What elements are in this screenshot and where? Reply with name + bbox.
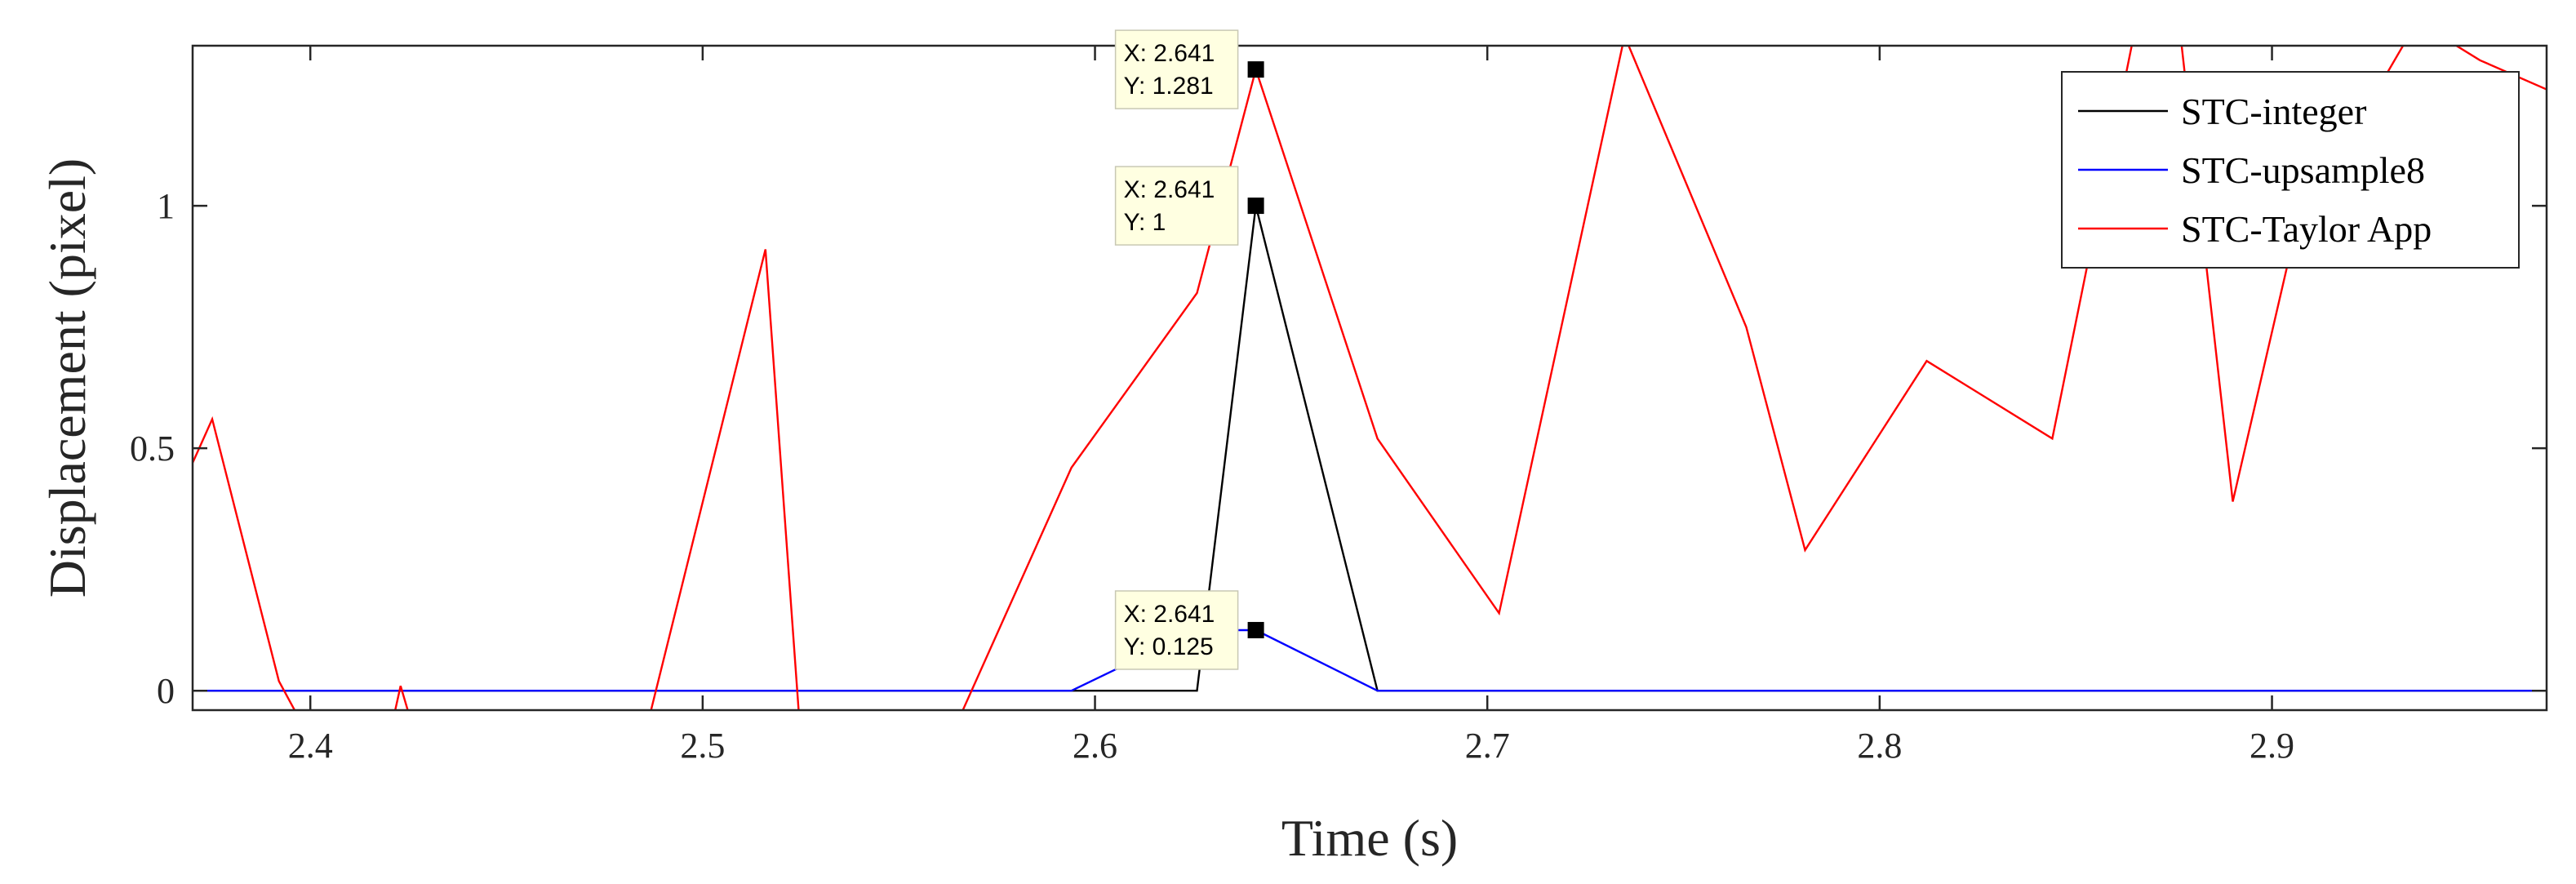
data-tip[interactable]: X: 2.641 Y: 0.125 xyxy=(1114,590,1264,670)
data-tip-text: X: 2.641 xyxy=(1124,601,1215,628)
legend-label-stc-integer: STC-integer xyxy=(2181,91,2366,132)
data-tip[interactable]: X: 2.641 Y: 1 xyxy=(1114,166,1264,246)
data-tip-box xyxy=(1114,166,1239,246)
data-tip-marker xyxy=(1247,61,1264,78)
data-tip-text: X: 2.641 xyxy=(1124,40,1215,67)
x-tick-label: 2.5 xyxy=(680,726,725,766)
data-tip-box xyxy=(1114,590,1239,670)
legend[interactable]: STC-integer STC-upsample8 STC-Taylor App xyxy=(2061,71,2520,269)
data-tip[interactable]: X: 2.641 Y: 1.281 xyxy=(1114,29,1264,109)
y-tick-label: 0 xyxy=(157,671,175,711)
data-tip-text: Y: 1.281 xyxy=(1124,73,1214,100)
data-tip-text: Y: 1 xyxy=(1124,209,1166,236)
y-tick-label: 1 xyxy=(157,186,175,226)
data-tip-box xyxy=(1114,29,1239,109)
data-tip-text: Y: 0.125 xyxy=(1124,633,1214,660)
data-tip-marker xyxy=(1247,198,1264,215)
y-tick-label: 0.5 xyxy=(130,429,175,469)
plot-frame xyxy=(191,44,2548,712)
x-axis-label: Time (s) xyxy=(1281,809,1458,867)
annotation-layer: X: 2.641 Y: 1.281 X: 2.641 Y: 1 X: 2.641 Y: 0… xyxy=(1114,29,1264,670)
x-tick-label: 2.4 xyxy=(288,726,333,766)
x-tick-label: 2.9 xyxy=(2250,726,2294,766)
x-tick-label: 2.6 xyxy=(1073,726,1117,766)
legend-label-stc-taylor-app: STC-Taylor App xyxy=(2181,208,2432,250)
data-tip-text: X: 2.641 xyxy=(1124,176,1215,203)
ticks-layer: 2.4 2.5 2.6 2.7 2.8 2.9 0 0.5 1 xyxy=(130,46,2547,766)
x-tick-label: 2.7 xyxy=(1465,726,1510,766)
data-tip-marker xyxy=(1247,621,1264,638)
x-tick-label: 2.8 xyxy=(1857,726,1902,766)
legend-label-stc-upsample8: STC-upsample8 xyxy=(2181,149,2425,191)
y-axis-label: Displacement (pixel) xyxy=(38,158,96,597)
